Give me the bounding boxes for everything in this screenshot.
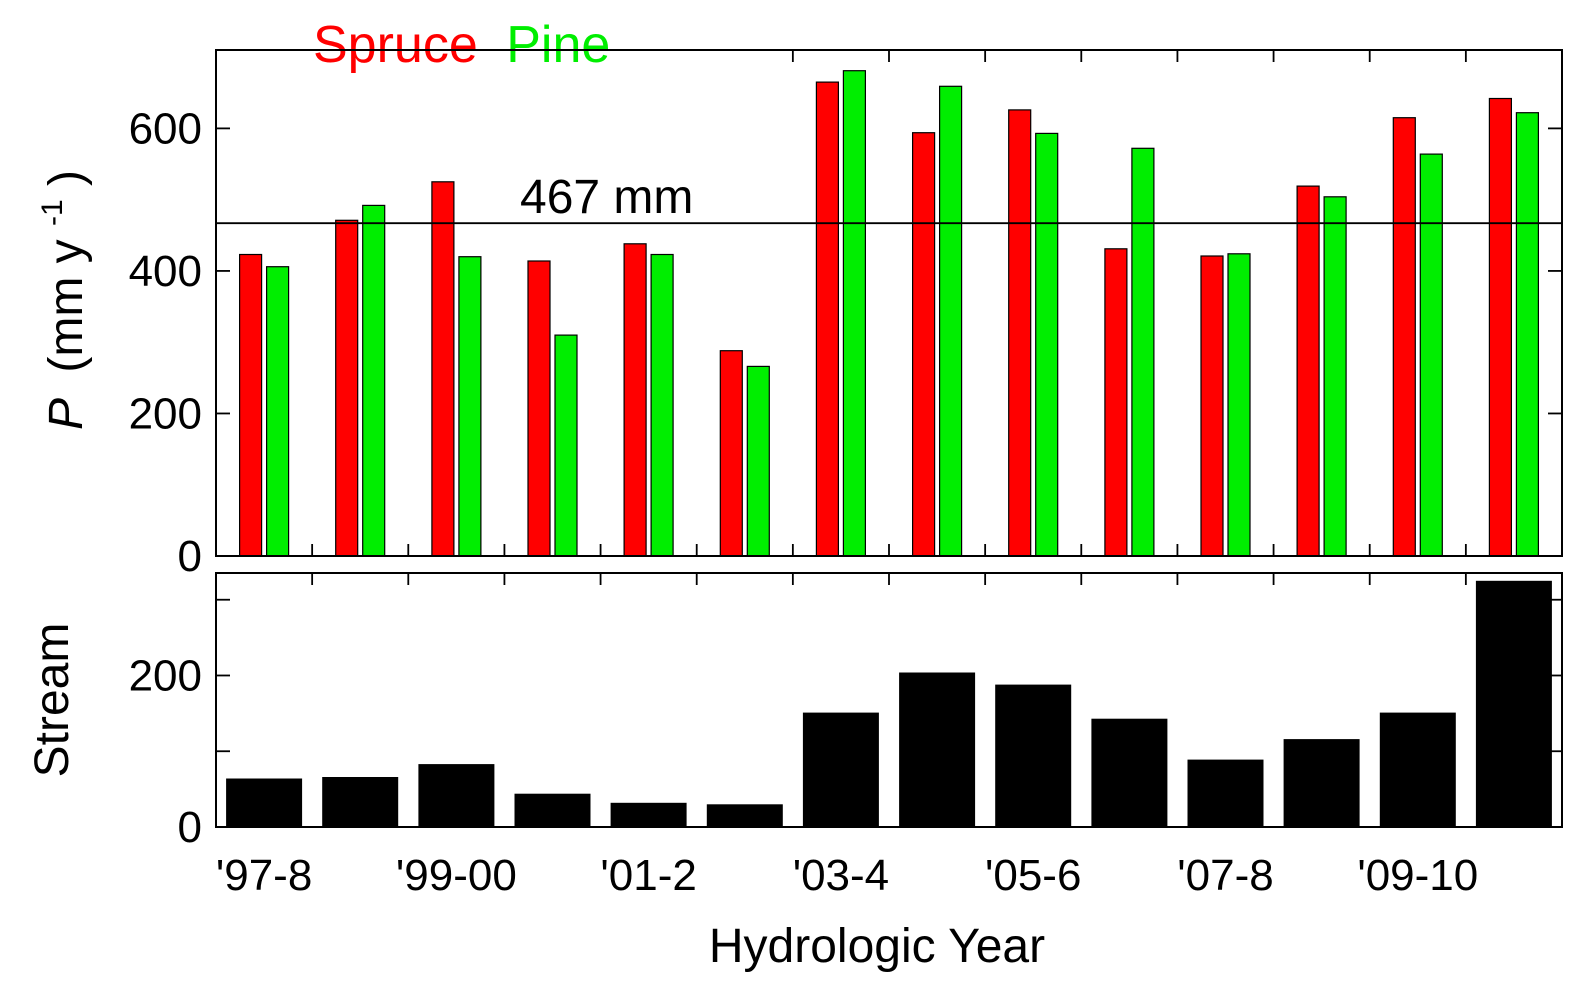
bar-pine-2 xyxy=(458,256,482,557)
stream-y-tick-label-200: 200 xyxy=(129,651,202,700)
precipitation-ticks xyxy=(216,50,1562,557)
bar-stream-12 xyxy=(1379,712,1456,827)
bar-pine-11 xyxy=(1323,196,1347,557)
precipitation-y-axis-title: P (mm y -1 ) xyxy=(20,170,93,430)
bar-stream-13 xyxy=(1475,580,1552,827)
bar-pine-7 xyxy=(938,85,963,557)
bar-stream-0 xyxy=(226,778,303,827)
bar-pine-10 xyxy=(1227,253,1251,557)
bar-pine-4 xyxy=(650,253,674,557)
bar-pine-6 xyxy=(842,70,867,557)
y-tick-label-0: 0 xyxy=(178,532,202,581)
x-tick-label-4: '01-2 xyxy=(600,851,696,900)
bar-spruce-10 xyxy=(1200,255,1224,557)
bar-pine-12 xyxy=(1419,153,1443,557)
y-tick-label-400: 400 xyxy=(129,247,202,296)
bar-pine-9 xyxy=(1131,147,1155,557)
x-tick-label-0: '97-8 xyxy=(216,851,312,900)
bar-spruce-4 xyxy=(623,243,647,557)
bar-spruce-8 xyxy=(1008,109,1032,557)
y-axis-units-exponent: -1 xyxy=(36,199,69,226)
x-tick-label-6: '03-4 xyxy=(793,851,889,900)
bar-spruce-9 xyxy=(1104,248,1128,557)
bar-stream-8 xyxy=(995,684,1072,827)
y-axis-units-close: ) xyxy=(40,170,93,186)
bar-stream-11 xyxy=(1283,739,1360,827)
y-axis-units: (mm y xyxy=(40,239,93,372)
bar-spruce-0 xyxy=(239,253,263,557)
stream-panel: 0 200 '97-8 '99-00 '01-2 '03-4 '05-6 '07-8 '09-… xyxy=(26,572,1563,973)
x-tick-label-12: '09-10 xyxy=(1357,851,1478,900)
bar-pine-1 xyxy=(362,204,386,557)
stream-y-axis-title: Stream xyxy=(26,623,79,778)
x-axis-title: Hydrologic Year xyxy=(709,920,1045,973)
precipitation-panel: 467 mm 0 200 400 600 Spruce Pine P (mm y -1… xyxy=(20,16,1563,581)
precipitation-bars xyxy=(239,70,1540,557)
bar-stream-3 xyxy=(514,793,591,827)
bar-stream-5 xyxy=(706,804,783,827)
bar-spruce-6 xyxy=(815,81,840,557)
bar-stream-10 xyxy=(1187,759,1264,827)
legend: Spruce Pine xyxy=(313,16,610,74)
x-tick-label-8: '05-6 xyxy=(985,851,1081,900)
bar-spruce-5 xyxy=(719,350,743,557)
legend-background xyxy=(297,18,737,76)
bar-spruce-12 xyxy=(1392,117,1416,557)
legend-label-spruce: Spruce xyxy=(313,16,478,74)
bar-pine-3 xyxy=(554,334,578,557)
y-tick-label-200: 200 xyxy=(129,389,202,438)
stream-plot-frame xyxy=(215,572,1563,828)
precipitation-plot-frame xyxy=(215,49,1563,557)
stream-y-tick-labels: 0 200 xyxy=(129,651,202,852)
bar-pine-0 xyxy=(266,266,290,557)
bar-pine-13 xyxy=(1515,112,1540,557)
bar-stream-9 xyxy=(1091,718,1168,827)
y-tick-label-600: 600 xyxy=(129,104,202,153)
y-axis-symbol-p: P xyxy=(40,398,93,430)
bar-pine-8 xyxy=(1035,132,1059,557)
legend-label-pine: Pine xyxy=(506,16,610,74)
x-tick-label-10: '07-8 xyxy=(1177,851,1273,900)
bar-pine-5 xyxy=(746,365,770,557)
bar-stream-6 xyxy=(802,712,879,827)
bar-stream-4 xyxy=(610,802,687,827)
bar-spruce-7 xyxy=(911,132,936,557)
stream-bars xyxy=(226,580,1552,827)
stream-y-tick-label-0: 0 xyxy=(178,803,202,852)
bar-spruce-1 xyxy=(335,219,359,557)
stream-x-tick-labels: '97-8 '99-00 '01-2 '03-4 '05-6 '07-8 '09-10 xyxy=(216,851,1478,900)
bar-stream-1 xyxy=(322,777,399,827)
precipitation-y-tick-labels: 0 200 400 600 xyxy=(129,104,202,581)
bar-spruce-2 xyxy=(431,181,455,557)
bar-spruce-3 xyxy=(527,260,551,557)
bar-spruce-13 xyxy=(1488,97,1513,557)
stream-ticks xyxy=(216,573,1562,828)
x-tick-label-2: '99-00 xyxy=(396,851,517,900)
bar-spruce-11 xyxy=(1296,185,1320,557)
bar-stream-7 xyxy=(899,672,976,827)
mean-reference-label: 467 mm xyxy=(520,171,693,224)
bar-stream-2 xyxy=(418,764,495,827)
